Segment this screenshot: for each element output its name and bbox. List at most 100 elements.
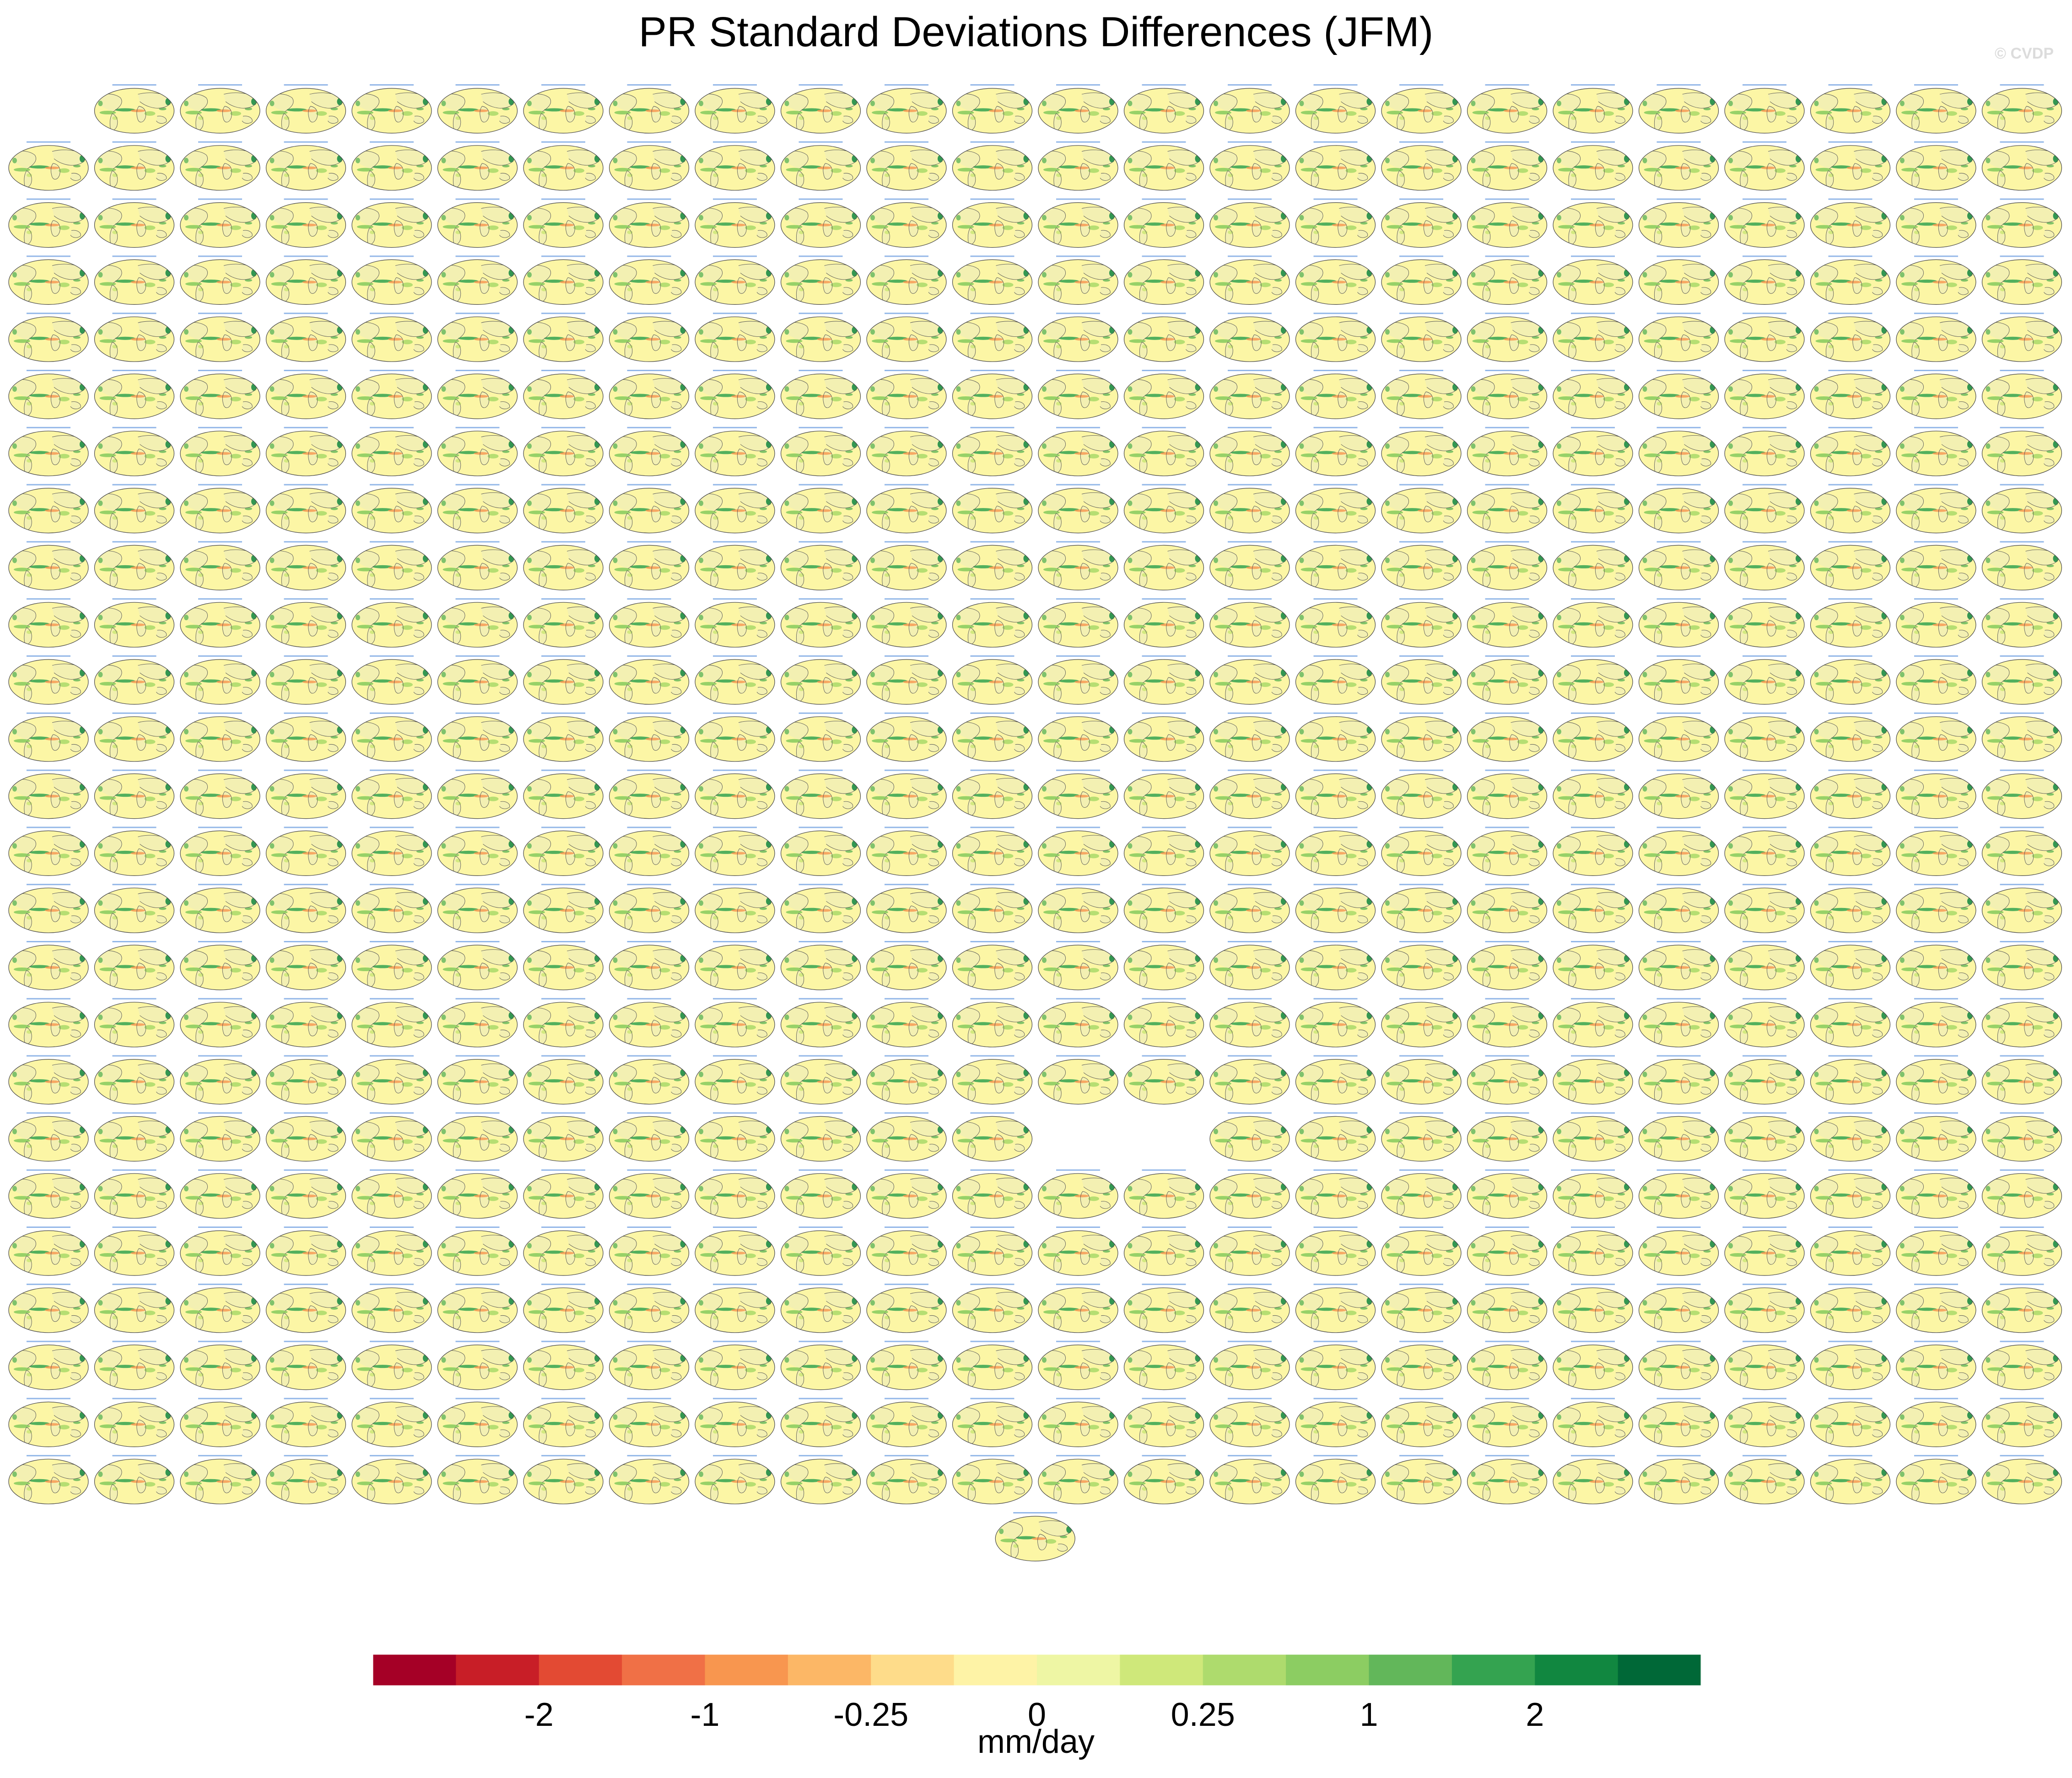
- map-panel: [8, 427, 89, 476]
- map-panel: [1209, 1227, 1290, 1276]
- map-panel: [1639, 1283, 1719, 1333]
- map-panel: [180, 884, 260, 933]
- map-panel: [1381, 1283, 1462, 1333]
- map-panel: [866, 769, 947, 819]
- map-panel: [94, 1283, 175, 1333]
- map-panel: [8, 769, 89, 819]
- map-panel: [866, 313, 947, 362]
- map-panel: [437, 84, 518, 134]
- map-panel: [1553, 884, 1633, 933]
- map-panel: [1381, 1112, 1462, 1162]
- map-panel: [781, 655, 861, 705]
- colorbar-segment: [1451, 1654, 1535, 1686]
- map-panel: [1982, 827, 2062, 876]
- map-panel: [266, 1227, 346, 1276]
- map-panel: [866, 141, 947, 191]
- map-panel: [695, 1169, 775, 1219]
- map-panel: [1295, 884, 1376, 933]
- map-panel: [1810, 598, 1891, 648]
- map-panel: [266, 427, 346, 476]
- map-panel: [1124, 1055, 1204, 1105]
- map-panel: [695, 941, 775, 990]
- map-panel: [1295, 84, 1376, 134]
- map-panel: [609, 598, 690, 648]
- map-panel: [351, 1340, 432, 1390]
- map-panel: [1896, 941, 1976, 990]
- map-panel: [1038, 313, 1118, 362]
- map-panel: [1295, 198, 1376, 248]
- map-panel: [952, 484, 1033, 534]
- map-panel: [8, 541, 89, 590]
- map-panel: [695, 541, 775, 590]
- map-panel: [1982, 1055, 2062, 1105]
- map-panel: [952, 313, 1033, 362]
- map-panel: [1896, 427, 1976, 476]
- map-panel: [609, 941, 690, 990]
- map-panel: [8, 1340, 89, 1390]
- map-panel: [695, 598, 775, 648]
- map-panel: [1553, 255, 1633, 305]
- map-panel: [1038, 769, 1118, 819]
- map-panel: [609, 1112, 690, 1162]
- map-panel: [1381, 427, 1462, 476]
- colorbar-units-label: mm/day: [977, 1724, 1095, 1760]
- map-panel: [180, 427, 260, 476]
- map-panel: [1124, 141, 1204, 191]
- map-panel: [1124, 1283, 1204, 1333]
- map-panel: [523, 1398, 604, 1447]
- map-panel: [1639, 141, 1719, 191]
- map-panel: [1124, 998, 1204, 1048]
- map-panel: [266, 1283, 346, 1333]
- map-panel: [351, 827, 432, 876]
- map-panel: [1982, 941, 2062, 990]
- map-panel: [94, 313, 175, 362]
- map-panel: [952, 1455, 1033, 1504]
- map-panel: [1724, 598, 1805, 648]
- map-panel: [1124, 541, 1204, 590]
- map-panel: [1639, 1112, 1719, 1162]
- map-panel: [1124, 712, 1204, 762]
- map-panel: [866, 198, 947, 248]
- map-panel: [1124, 769, 1204, 819]
- map-panel: [437, 541, 518, 590]
- map-panel: [266, 998, 346, 1048]
- map-panel: [1467, 541, 1548, 590]
- map-panel: [1982, 1169, 2062, 1219]
- map-panel: [437, 1055, 518, 1105]
- map-panel: [180, 1112, 260, 1162]
- map-panel: [1295, 541, 1376, 590]
- map-panel: [1467, 827, 1548, 876]
- map-panel: [1038, 255, 1118, 305]
- map-panel: [866, 1455, 947, 1504]
- map-panel: [952, 255, 1033, 305]
- map-panel: [523, 1055, 604, 1105]
- map-panel: [1724, 1112, 1805, 1162]
- map-panel: [695, 427, 775, 476]
- colorbar-tick-label: 0: [1028, 1697, 1046, 1733]
- map-panel: [180, 1455, 260, 1504]
- map-panel: [1295, 141, 1376, 191]
- map-panel: [1209, 1340, 1290, 1390]
- map-panel: [437, 884, 518, 933]
- map-panel: [1038, 427, 1118, 476]
- map-panel: [94, 655, 175, 705]
- map-panel: [695, 1112, 775, 1162]
- map-panel: [1639, 541, 1719, 590]
- map-panel: [1467, 1340, 1548, 1390]
- colorbar-segment: [1618, 1654, 1701, 1686]
- map-panel: [1467, 484, 1548, 534]
- map-panel: [180, 1055, 260, 1105]
- map-panel: [1124, 1398, 1204, 1447]
- map-panel: [1639, 198, 1719, 248]
- map-panel: [1295, 827, 1376, 876]
- map-panel: [1724, 827, 1805, 876]
- map-panel: [1896, 141, 1976, 191]
- map-panel: [8, 655, 89, 705]
- map-panel: [609, 655, 690, 705]
- map-panel: [523, 370, 604, 419]
- map-panel: [1467, 1455, 1548, 1504]
- map-panel: [1381, 1227, 1462, 1276]
- map-panel: [1124, 198, 1204, 248]
- map-panel: [952, 1227, 1033, 1276]
- map-panel: [1810, 541, 1891, 590]
